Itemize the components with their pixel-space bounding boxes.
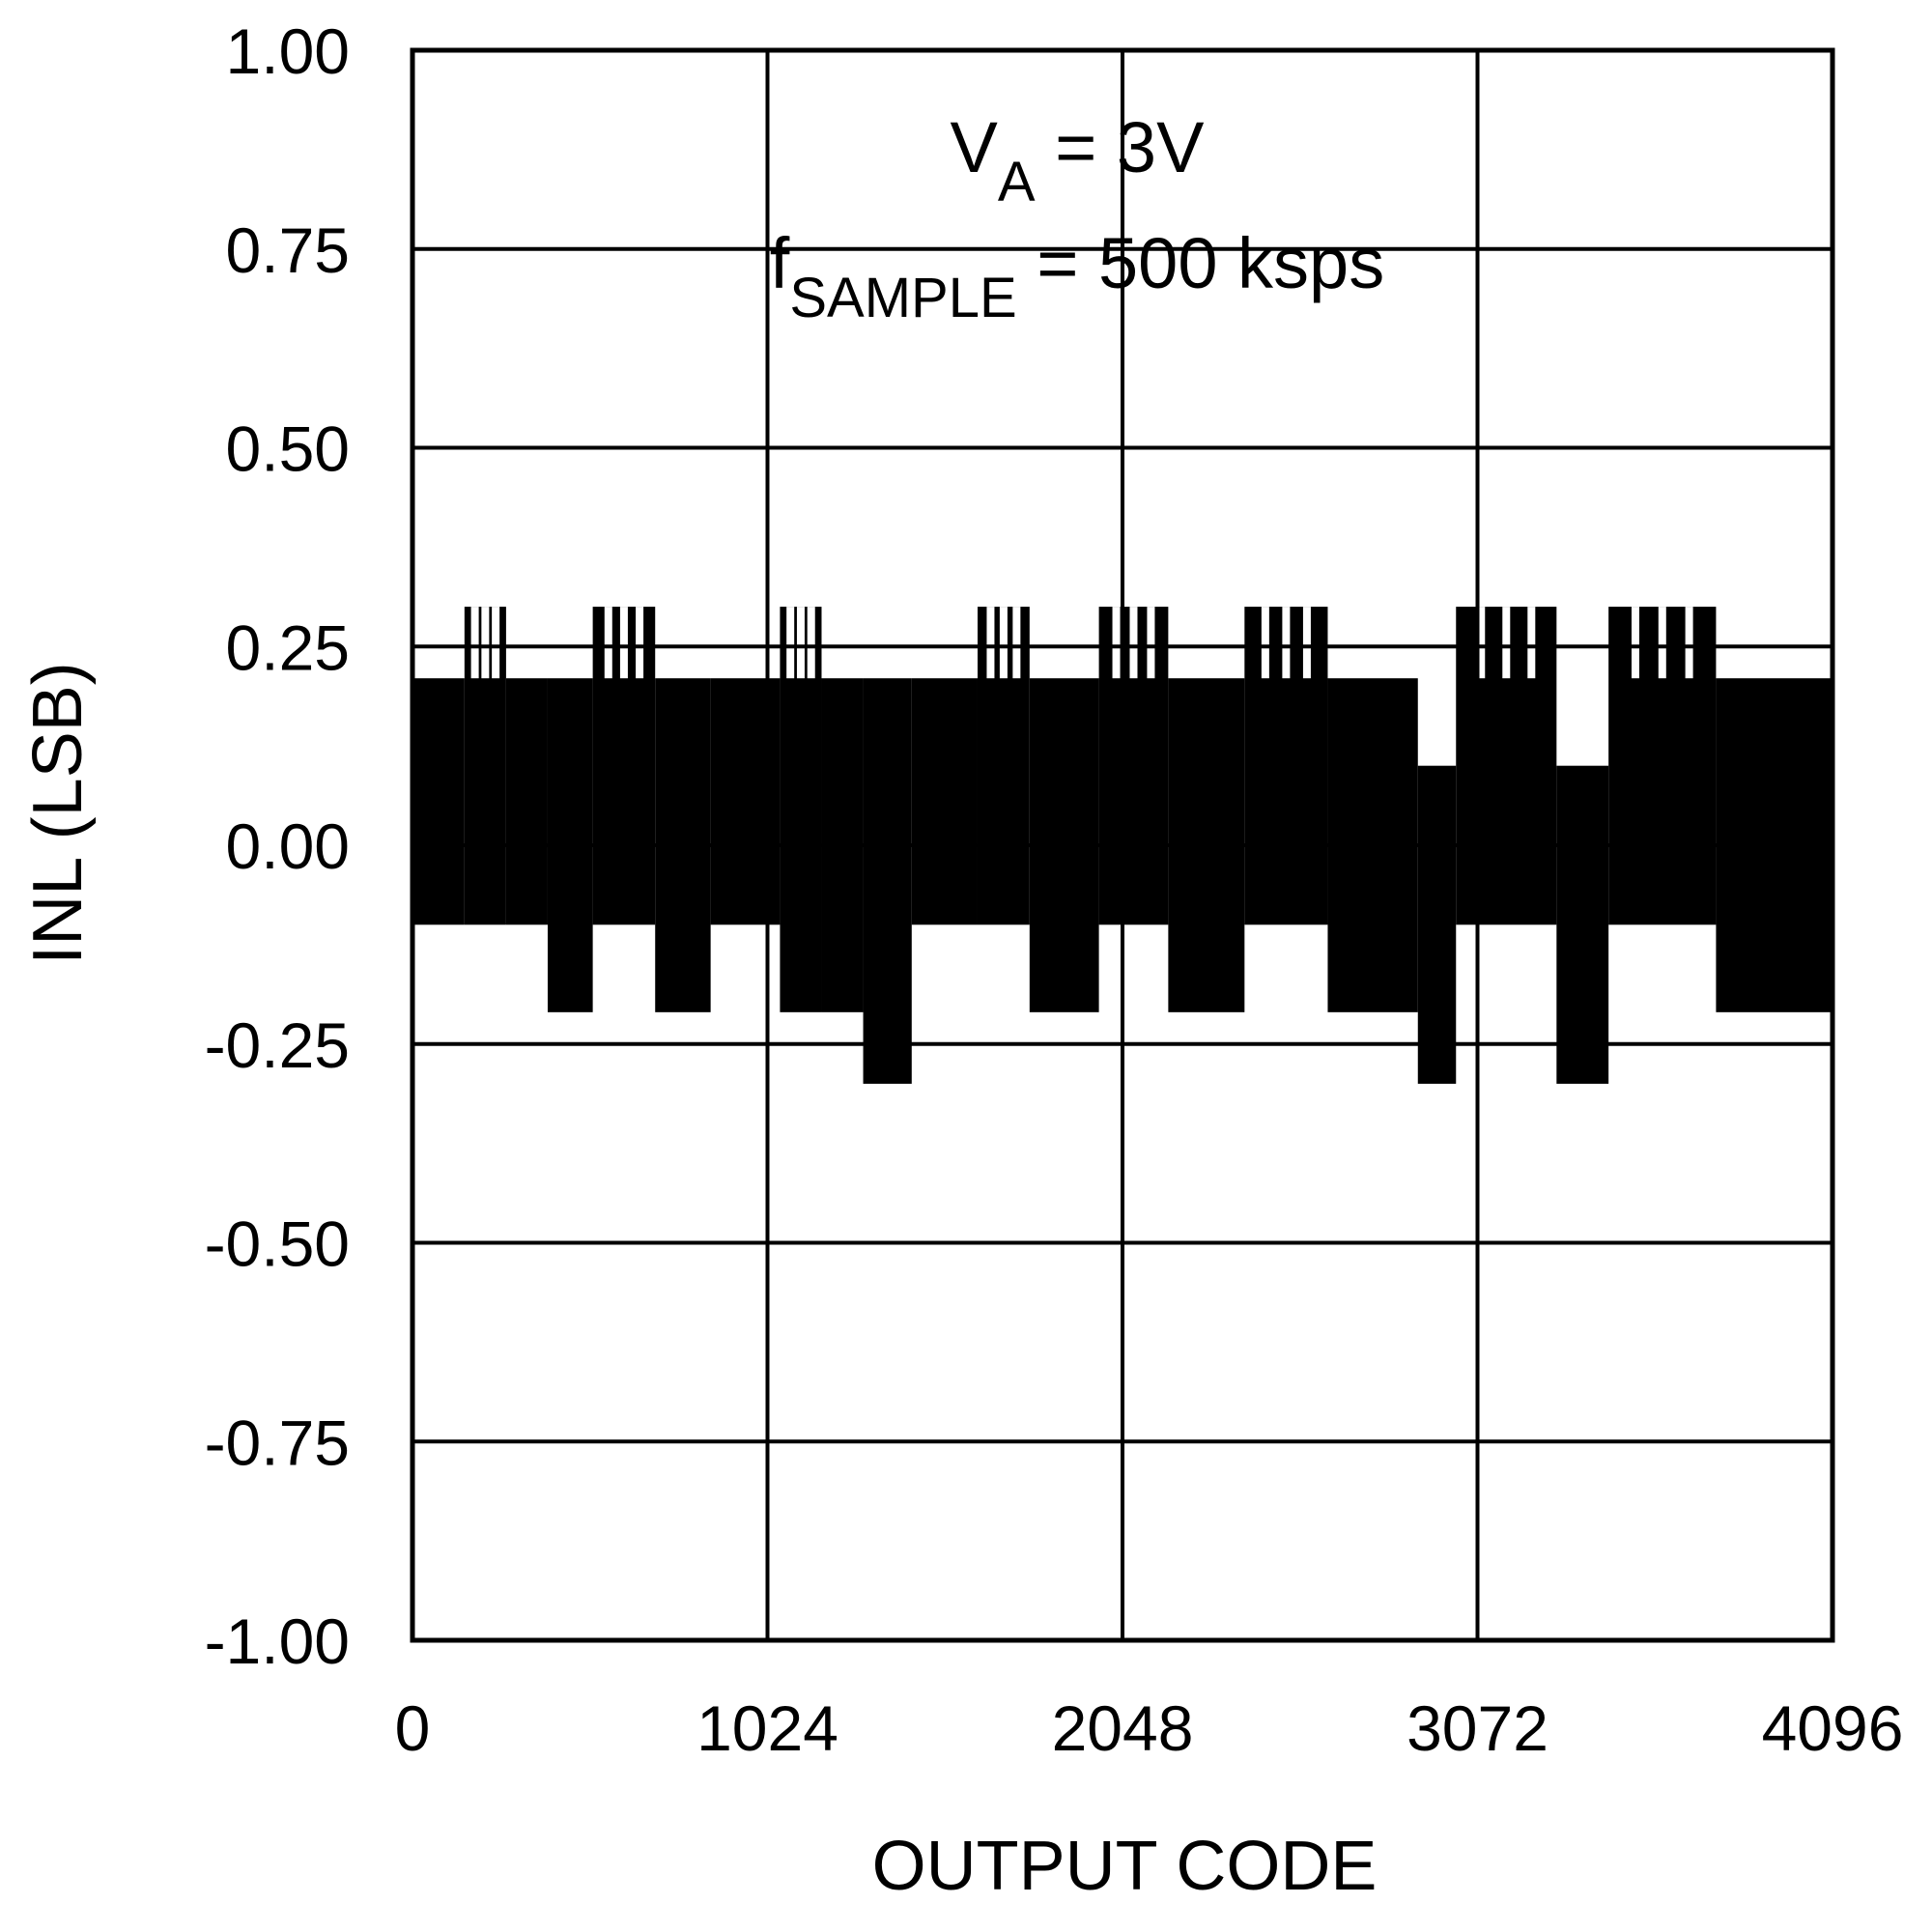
plot-frame [410, 47, 1835, 1643]
annotation-rate-sub: SAMPLE [789, 267, 1016, 329]
y-tick-label: -0.50 [205, 1208, 350, 1280]
inl-gap [1527, 607, 1536, 679]
inl-gap [1631, 607, 1639, 679]
y-tick-label: 0.00 [226, 810, 350, 882]
y-tick-label: 1.00 [226, 15, 350, 87]
annotation-rate-main: f [770, 223, 790, 303]
annotation-sample-rate: fSAMPLE = 500 ksps [770, 223, 1384, 329]
y-tick-label: -0.25 [205, 1009, 350, 1081]
y-tick-label: 0.25 [226, 611, 350, 683]
inl-gap [1282, 607, 1291, 679]
annotation-rate-rest: = 500 ksps [1017, 223, 1385, 303]
inl-gap [1685, 607, 1693, 679]
x-tick-label: 2048 [1052, 1692, 1194, 1764]
inl-band-segment [1556, 765, 1609, 1084]
inl-gap [619, 607, 628, 679]
y-tick-labels: 1.00 0.75 0.50 0.25 0.00 -0.25 -0.50 -0.75 -1.00 [205, 15, 350, 1677]
y-tick-label: 0.75 [226, 214, 350, 286]
y-axis-label: INL (LSB) [19, 662, 97, 964]
inl-gap [986, 607, 995, 679]
inl-gap [1477, 607, 1486, 679]
inl-band-segment [412, 678, 465, 925]
y-tick-label: -1.00 [205, 1605, 350, 1677]
x-axis-label: OUTPUT CODE [872, 1828, 1378, 1905]
x-tick-labels: 0 1024 2048 3072 4096 [395, 1692, 1904, 1764]
annotation-supply-sub: A [998, 151, 1036, 213]
y-tick-label: 0.50 [226, 413, 350, 485]
inl-band-segment [911, 678, 978, 925]
x-tick-label: 3072 [1406, 1692, 1548, 1764]
inl-gap [1261, 607, 1269, 679]
inl-gap [1147, 607, 1155, 679]
inl-band-segment [710, 678, 781, 925]
inl-gap [636, 607, 644, 679]
inl-gap [786, 607, 795, 679]
inl-gap [470, 607, 479, 679]
inl-gap [1502, 607, 1511, 679]
inl-gap [604, 607, 612, 679]
annotation-supply-rest: = 3V [1036, 107, 1205, 187]
inl-gap [1112, 607, 1121, 679]
x-tick-label: 4096 [1762, 1692, 1904, 1764]
inl-gap [1302, 607, 1311, 679]
inl-gap [1012, 607, 1021, 679]
inl-gap [1658, 607, 1666, 679]
inl-gap [492, 607, 500, 679]
y-tick-label: -0.75 [205, 1406, 350, 1478]
inl-band-segment [1417, 765, 1457, 1084]
inl-gap [999, 607, 1008, 679]
x-tick-label: 1024 [696, 1692, 838, 1764]
inl-gap [807, 607, 815, 679]
inl-band-segment [863, 678, 912, 1084]
inl-band-segment [505, 678, 548, 925]
inl-gap [1129, 607, 1138, 679]
inl-gap [796, 607, 805, 679]
x-tick-label: 0 [395, 1692, 431, 1764]
annotation-supply-voltage: VA = 3V [951, 107, 1206, 213]
inl-gap [481, 607, 490, 679]
annotation-supply-main: V [951, 107, 999, 187]
